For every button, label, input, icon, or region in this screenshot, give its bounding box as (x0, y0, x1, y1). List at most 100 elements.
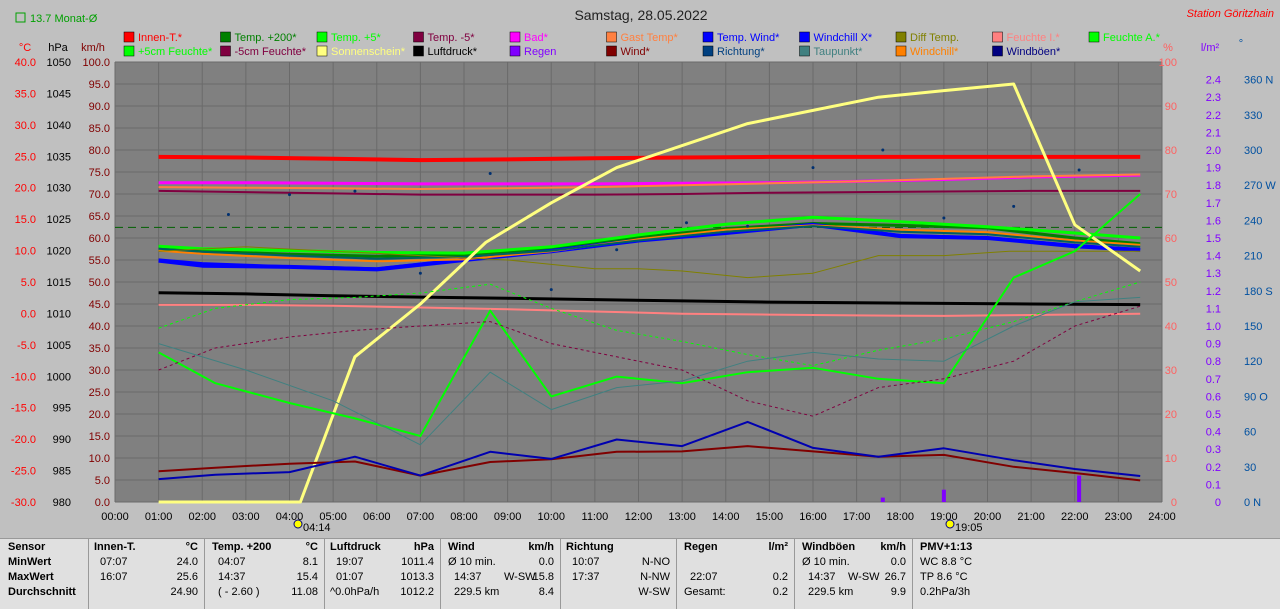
direction-tick-label: 180 S (1244, 286, 1273, 298)
legend-label: Sonnenschein* (331, 46, 406, 58)
temp-tick-label: 35.0 (15, 88, 36, 100)
legend-label: Richtung* (717, 46, 765, 58)
wind-tick-label: 15.0 (89, 431, 110, 443)
x-tick-label: 09:00 (494, 511, 522, 523)
direction-dot (684, 221, 688, 225)
stats-regen-unit: l/m² (768, 541, 788, 553)
temp-tick-label: 10.0 (15, 246, 36, 258)
wind-tick-label: 40.0 (89, 321, 110, 333)
temp-tick-label: 40.0 (15, 57, 36, 69)
stats-boeen-title: Windböen (802, 541, 856, 553)
x-tick-label: 03:00 (232, 511, 260, 523)
series-line (158, 246, 1141, 279)
direction-dot (226, 213, 230, 217)
wind-tick-label: 75.0 (89, 167, 110, 179)
wind-tick-label: 30.0 (89, 365, 110, 377)
rain-tick-label: 1.3 (1206, 268, 1221, 280)
temp-tick-label: -30.0 (11, 497, 36, 509)
rain-tick-label: 1.9 (1206, 163, 1221, 175)
humidity-tick-label: 60 (1165, 233, 1177, 245)
x-tick-label: 16:00 (799, 511, 827, 523)
direction-tick-label: 0 N (1244, 497, 1261, 509)
pressure-tick-label: 1000 (47, 371, 71, 383)
stats-richtung-title: Richtung (566, 541, 614, 553)
x-tick-label: 07:00 (407, 511, 435, 523)
stats-temp200-max-time: 14:37 (218, 571, 246, 583)
stats-innen-max-val: 25.6 (176, 571, 198, 583)
direction-tick-label: 360 N (1244, 75, 1273, 87)
pressure-tick-label: 985 (53, 466, 71, 478)
legend-label: Feuchte I.* (1007, 32, 1061, 44)
legend-swatch (992, 31, 1003, 43)
series-line (158, 224, 1141, 263)
legend-swatch (992, 45, 1003, 57)
legend-swatch (606, 45, 617, 57)
stats-label-max: MaxWert (8, 571, 54, 583)
legend: Innen-T.* Temp. +200* Temp. +5* Temp. -5* Ba… (123, 31, 1161, 58)
direction-dot (288, 193, 291, 197)
sunset-time: 19:05 (955, 522, 983, 534)
stats-label-min: MinWert (8, 556, 52, 568)
stats-richtung-min-val: N-NO (641, 556, 670, 568)
humidity-tick-label: 0 (1171, 497, 1177, 509)
stats-wind-max-dir: W-SW (504, 571, 536, 583)
stats-wind-title: Wind (448, 541, 475, 553)
legend-label: Wind* (621, 46, 651, 58)
stats-regen-max-time: 22:07 (690, 571, 718, 583)
legend-swatch (316, 45, 328, 57)
wind-tick-label: 95.0 (89, 79, 110, 91)
rain-tick-label: 0.7 (1206, 374, 1221, 386)
month-avg-label: 13.7 Monat-Ø (30, 13, 98, 25)
series-line (158, 215, 1141, 255)
pressure-tick-label: 1015 (47, 277, 71, 289)
axes: 00:00 01:00 02:00 03:00 04:00 05:00 06:00 07:00… (11, 57, 1276, 523)
temp-tick-label: 15.0 (15, 214, 36, 226)
wind-tick-label: 35.0 (89, 343, 110, 355)
stats-wind-min-label: Ø 10 min. (448, 556, 496, 568)
direction-tick-label: 300 (1244, 145, 1262, 157)
direction-dot (1077, 168, 1081, 172)
direction-dot (811, 166, 815, 170)
rain-tick-label: 0.4 (1206, 427, 1221, 439)
direction-tick-label: 120 (1244, 356, 1262, 368)
direction-tick-label: 30 (1244, 462, 1256, 474)
stats-richtung-min-time: 10:07 (572, 556, 600, 568)
wind-tick-label: 65.0 (89, 211, 110, 223)
rain-tick-label: 0.2 (1206, 462, 1221, 474)
direction-dot (881, 148, 885, 152)
humidity-tick-label: 40 (1165, 321, 1177, 333)
temp-tick-label: 25.0 (15, 151, 36, 163)
rain-tick-label: 1.7 (1206, 198, 1221, 210)
direction-tick-label: 240 (1244, 215, 1262, 227)
stats-luftdruck-avg: 1012.2 (400, 586, 434, 598)
stats-label-avg: Durchschnitt (8, 586, 76, 598)
stats-richtung: Richtung 10:07 N-NO 17:37 N-NW W-SW (566, 541, 670, 601)
x-tick-label: 06:00 (363, 511, 391, 523)
rain-tick-label: 0.1 (1206, 479, 1221, 491)
rain-tick-label: 0.5 (1206, 409, 1221, 421)
series-layers (115, 82, 1162, 504)
humidity-axis-unit: % (1163, 42, 1173, 54)
stats-temp200-avg: 11.08 (291, 586, 318, 598)
legend-swatch (509, 31, 521, 43)
temp-tick-label: 0.0 (21, 308, 36, 320)
temp-tick-label: -15.0 (11, 403, 36, 415)
stats-pmv: PMV+1:13 WC 8.8 °C TP 8.6 °C 0.2hPa/3h (920, 541, 1020, 601)
legend-label: Windböen* (1007, 46, 1062, 58)
legend-label: Diff Temp. (910, 32, 959, 44)
pressure-axis-unit: hPa (48, 42, 68, 54)
stats-innen-min-time: 07:07 (100, 556, 128, 568)
stats-header-sensor: Sensor (8, 541, 46, 553)
legend-swatch (1088, 31, 1100, 43)
wind-tick-label: 45.0 (89, 299, 110, 311)
stats-pmv-wc: WC 8.8 °C (920, 556, 973, 568)
wind-tick-label: 20.0 (89, 409, 110, 421)
stats-pmv-trend: 0.2hPa/3h (920, 586, 971, 598)
sunrise-icon (293, 519, 303, 529)
series-line (158, 296, 1141, 446)
wind-tick-label: 0.0 (95, 497, 110, 509)
legend-label: -5cm Feuchte* (235, 46, 307, 58)
direction-dot (615, 248, 619, 252)
stats-luftdruck-avg-note: ^0.0hPa/h (330, 586, 380, 598)
stats-regen-avg: 0.2 (772, 586, 788, 598)
